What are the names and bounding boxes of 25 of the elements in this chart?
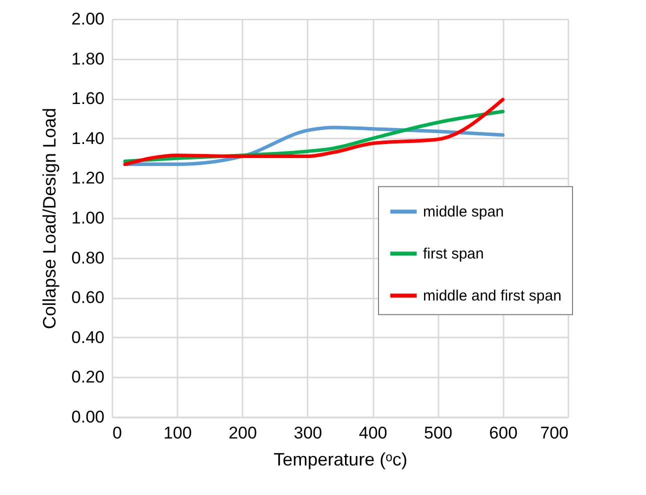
y-tick-label: 1.80 [71, 49, 104, 68]
y-tick-label: 0.60 [71, 288, 104, 308]
y-tick-label: 1.60 [71, 89, 104, 108]
x-tick-label: 300 [294, 424, 322, 442]
y-tick-label: 1.20 [71, 168, 104, 188]
y-tick-label: 1.40 [71, 128, 104, 148]
x-tick-label: 500 [424, 424, 452, 442]
x-tick-label: 0 [112, 424, 122, 442]
y-tick-label: 0.00 [71, 408, 104, 426]
x-tick-label: 700 [540, 424, 568, 442]
legend-label: middle and first span [423, 288, 562, 305]
y-tick-label: 0.40 [71, 328, 104, 347]
x-tick-label: 200 [228, 424, 257, 442]
x-tick-label: 400 [358, 424, 388, 442]
legend-label: middle span [423, 204, 504, 221]
y-tick-label: 0.80 [71, 248, 104, 268]
legend-label: first span [423, 246, 484, 263]
y-tick-label: 0.20 [71, 368, 104, 387]
y-tick-label: 2.00 [71, 10, 104, 28]
x-tick-label: 100 [163, 424, 192, 442]
y-tick-label: 1.00 [71, 208, 104, 228]
x-tick-label: 600 [489, 424, 518, 442]
y-axis-title: Collapse Load/Design Load [39, 108, 60, 330]
x-axis-title: Temperature (ᵒc) [274, 450, 408, 470]
line-series [123, 98, 505, 166]
